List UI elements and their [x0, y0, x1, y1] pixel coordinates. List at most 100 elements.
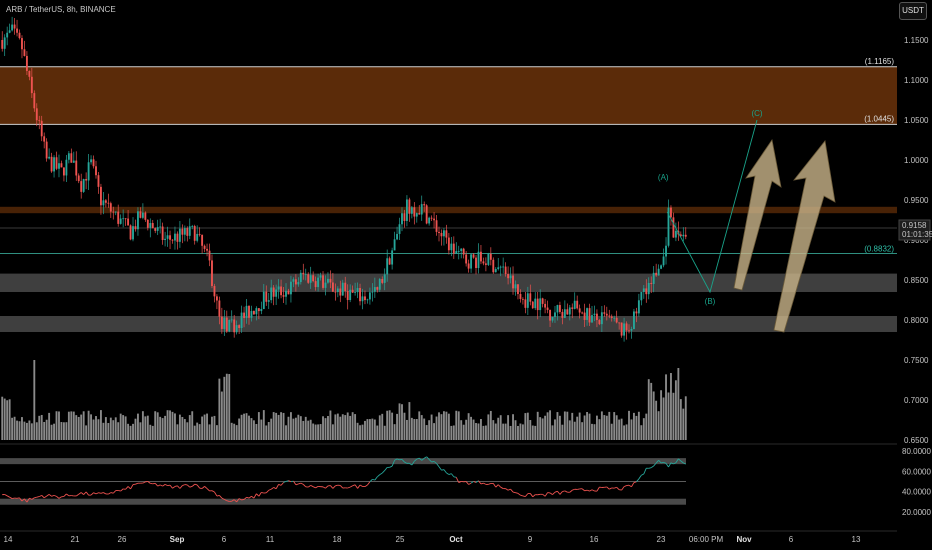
rsi-segment — [396, 458, 400, 461]
candle — [53, 157, 55, 172]
rsi-segment — [270, 487, 274, 490]
rsi-segment — [51, 494, 55, 497]
candle — [302, 272, 305, 275]
volume-bar — [21, 417, 23, 440]
volume-bar — [38, 415, 41, 440]
volume-bar — [265, 425, 268, 440]
currency-button[interactable]: USDT — [899, 2, 927, 20]
volume-bar — [401, 404, 403, 440]
volume-bar — [159, 416, 162, 440]
volume-bar — [408, 402, 411, 440]
volume-bar — [272, 412, 275, 440]
volume-bar — [600, 411, 603, 440]
volume-bar — [482, 425, 485, 440]
time-tick-label: 6 — [789, 535, 794, 544]
volume-bar — [603, 415, 606, 440]
volume-bar — [635, 415, 638, 440]
candle — [297, 282, 300, 285]
volume-bar — [324, 418, 327, 440]
rsi-segment — [572, 488, 575, 491]
volume-bar — [546, 412, 549, 440]
volume-bar — [551, 425, 554, 440]
volume-bar — [657, 411, 660, 440]
volume-bar — [146, 415, 149, 440]
candle — [339, 288, 342, 296]
rsi-segment — [162, 483, 166, 487]
volume-bar — [623, 425, 626, 440]
rsi-segment — [98, 492, 102, 494]
volume-bar — [282, 412, 285, 440]
candle — [556, 305, 559, 313]
candle — [445, 230, 448, 238]
rsi-segment — [409, 462, 413, 466]
rsi-segment — [552, 491, 556, 495]
rsi-segment — [515, 492, 519, 494]
volume-bar — [260, 419, 263, 440]
volume-bar — [529, 420, 532, 440]
rsi-segment — [510, 488, 514, 493]
candle — [435, 220, 438, 232]
candle — [240, 312, 243, 329]
candle — [618, 322, 621, 324]
price-tick-label: 0.9500 — [904, 196, 929, 205]
rsi-segment — [246, 496, 250, 499]
candle — [652, 272, 655, 284]
candle — [554, 312, 556, 317]
rsi-segment — [248, 495, 252, 499]
volume-bar — [356, 422, 359, 440]
candle — [684, 234, 687, 237]
volume-bar — [18, 421, 21, 440]
price-tick-label: 0.6500 — [904, 436, 929, 445]
rsi-segment — [562, 490, 565, 493]
candle — [364, 296, 366, 301]
candle — [272, 287, 275, 297]
candle — [480, 251, 482, 262]
rsi-segment — [63, 493, 67, 497]
volume-bar — [225, 373, 228, 440]
time-tick-label: 14 — [4, 535, 13, 544]
candle — [539, 298, 542, 311]
volume-bar — [440, 414, 443, 440]
volume-bar — [477, 423, 480, 440]
volume-bar — [554, 419, 556, 440]
volume-bar — [67, 411, 70, 440]
volume-bar — [566, 411, 569, 440]
rsi-segment — [569, 489, 573, 493]
price-tick-label: 1.1000 — [904, 76, 929, 85]
volume-bar — [299, 416, 302, 440]
candle — [635, 311, 638, 314]
candle — [21, 38, 23, 50]
volume-bar — [62, 422, 65, 440]
price-tick-label: 1.1500 — [904, 36, 929, 45]
candle — [188, 226, 191, 236]
candle — [558, 305, 561, 312]
candle — [1, 40, 4, 49]
candle — [381, 279, 384, 283]
volume-bar — [178, 414, 181, 440]
rsi-segment — [670, 462, 674, 465]
rsi-segment — [285, 480, 289, 482]
candle — [309, 275, 312, 283]
rsi-segment — [416, 457, 420, 460]
volume-bar — [90, 414, 93, 440]
volume-bar — [203, 414, 206, 440]
volume-bar — [164, 415, 167, 440]
rsi-segment — [78, 492, 82, 495]
volume-bar — [672, 392, 675, 440]
volume-bar — [297, 414, 300, 440]
volume-bar — [117, 422, 120, 440]
wave-label-c: (C) — [751, 109, 762, 118]
volume-bar — [154, 411, 157, 440]
rsi-segment — [300, 482, 304, 485]
rsi-segment — [273, 487, 277, 490]
rsi-segment — [367, 481, 371, 486]
rsi-segment — [177, 485, 181, 489]
volume-bar — [489, 410, 492, 440]
candle — [16, 28, 18, 33]
rsi-segment — [265, 489, 270, 494]
rsi-segment — [428, 459, 432, 463]
candle — [104, 200, 107, 203]
candle — [499, 266, 502, 268]
volume-bar — [443, 411, 445, 440]
